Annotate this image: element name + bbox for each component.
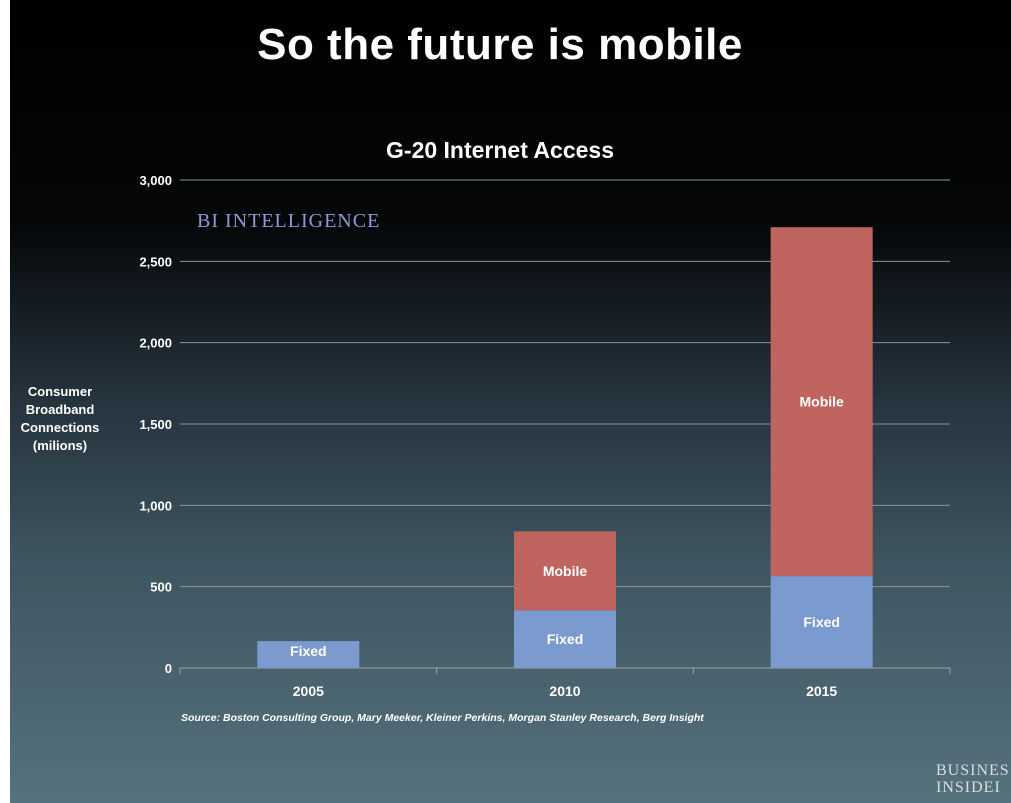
x-tick-label: 2015	[806, 683, 837, 699]
slide: So the future is mobile G-20 Internet Ac…	[10, 0, 1011, 803]
chart-title: G-20 Internet Access	[386, 137, 614, 163]
segment-label-fixed: Fixed	[803, 614, 840, 630]
y-tick-label: 3,000	[139, 173, 172, 188]
y-tick-label: 2,500	[139, 254, 172, 269]
x-tick-label: 2005	[293, 683, 324, 699]
segment-label-fixed: Fixed	[547, 631, 584, 647]
bar-mobile-2010	[514, 531, 616, 611]
bi-intelligence-watermark: BI INTELLIGENCE	[197, 210, 381, 232]
labels: 0 500 1,000 1,500 2,000 2,500 3,000 Fixed 2005 Fi…	[139, 173, 844, 699]
segment-label-fixed: Fixed	[290, 643, 327, 659]
bar-chart: 0 500 1,000 1,500 2,000 2,500 3,000 Fixed 2005 Fi…	[139, 173, 951, 699]
bar-fixed-2015	[770, 576, 873, 668]
y-tick-label: 1,000	[139, 498, 172, 513]
segment-label-mobile: Mobile	[543, 563, 588, 579]
source-note: Source: Boston Consulting Group, Mary Me…	[181, 712, 704, 724]
bar-mobile-2015	[770, 227, 873, 577]
bar-fixed-2010	[514, 610, 616, 668]
x-tick-label: 2010	[549, 683, 580, 699]
y-tick-label: 1,500	[139, 417, 172, 432]
y-axis-label: Consumer Broadband Connections (milions)	[20, 384, 100, 453]
bar-fixed-2005	[257, 641, 360, 668]
segment-label-mobile: Mobile	[799, 394, 844, 410]
slide-title: So the future is mobile	[257, 20, 743, 69]
y-tick-label: 500	[150, 580, 172, 595]
y-tick-label: 0	[165, 661, 172, 676]
y-tick-label: 2,000	[139, 336, 172, 351]
bars	[257, 227, 873, 668]
business-insider-logo: BUSINES INSIDEI	[936, 762, 1010, 796]
